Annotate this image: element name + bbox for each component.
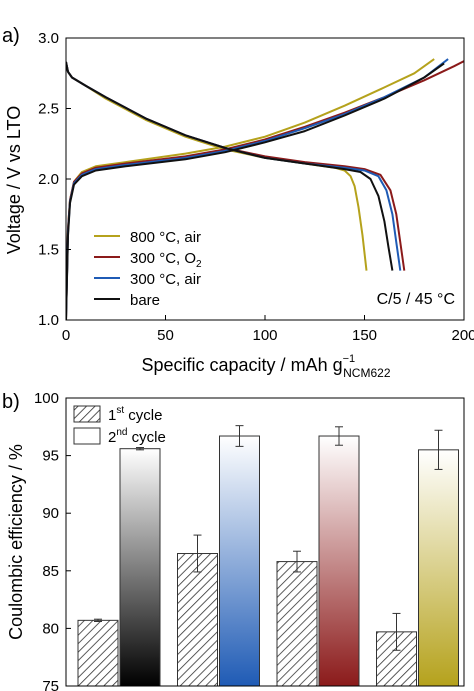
legend-entry-number: 2 (108, 429, 116, 446)
panel-a-x-axis-label: Specific capacity / mAh g−1 NCM622 (142, 353, 391, 380)
panel-a-frame (65, 37, 465, 321)
legend-entry-superscript: nd (116, 427, 127, 438)
legend-entry-label: 300 °C, O2 (130, 250, 202, 270)
legend-entry-name: 300 °C, O (130, 250, 196, 267)
panel-a-y-tick-label: 1.5 (38, 242, 59, 259)
panel-b-y-tick-label: 95 (42, 448, 59, 465)
legend-entry-label: 1st cycle (108, 405, 162, 424)
bar-second-cycle (318, 435, 360, 687)
panel-b-y-tick-label: 100 (34, 390, 59, 407)
bar-second-cycle (219, 435, 260, 687)
legend-entry-name: 800 °C, air (130, 229, 201, 246)
legend-entry-name: bare (130, 292, 160, 309)
bar-second-cycle (119, 448, 161, 687)
bar-first-cycle (77, 619, 119, 687)
panel-a-y-tick-label: 2.5 (38, 101, 59, 118)
bar-first-cycle (276, 561, 318, 687)
panel-b-y-axis-label: Coulombic efficiency / % (6, 444, 26, 640)
series-line-charge (66, 62, 445, 320)
panel-b-y-tick-label: 80 (42, 620, 59, 637)
legend-swatch (73, 405, 101, 423)
legend-entry-subscript: 2 (196, 259, 202, 270)
legend-entry-superscript: st (116, 405, 124, 416)
panel-b-frame (65, 397, 465, 687)
panel-a-annotation: C/5 / 45 °C (377, 291, 455, 308)
legend-entry-text: cycle (127, 429, 165, 446)
panel-a-x-tick-label: 150 (352, 327, 377, 344)
panel-b-y-tick-label: 75 (42, 678, 59, 691)
x-axis-label-sub: NCM622 (343, 366, 391, 380)
panel-a-x-tick-label: 0 (62, 327, 70, 344)
legend-entry-number: 1 (108, 407, 116, 424)
legend-entry-label: bare (130, 292, 160, 309)
x-axis-label-main: Specific capacity / mAh g (142, 355, 343, 375)
panel-a-y-tick-label: 3.0 (38, 30, 59, 47)
panel-a-y-tick-label: 2.0 (38, 171, 59, 188)
panel-b-y-tick-label: 90 (42, 505, 59, 522)
legend-entry-label: 300 °C, air (130, 271, 201, 288)
legend-entry-label: 2nd cycle (108, 427, 166, 446)
series-line-charge (66, 60, 464, 320)
x-axis-label-sup: −1 (343, 353, 356, 365)
series-line-discharge (66, 61, 394, 271)
panel-a-y-tick-label: 1.0 (38, 312, 59, 329)
bar-first-cycle (177, 553, 218, 687)
panel-a-x-tick-label: 50 (157, 327, 174, 344)
panel-a-y-axis-label: Voltage / V vs LTO (4, 106, 24, 254)
bar-second-cycle (418, 449, 459, 687)
panel-a-x-tick-label: 200 (451, 327, 474, 344)
panel-a-label: a) (2, 25, 20, 47)
panel-b-y-tick-label: 85 (42, 563, 59, 580)
legend-swatch (73, 427, 101, 445)
legend-entry-text: cycle (124, 407, 162, 424)
panel-a-x-tick-label: 100 (252, 327, 277, 344)
legend-entry-name: 300 °C, air (130, 271, 201, 288)
series-line-charge (66, 58, 435, 320)
panel-b-label: b) (2, 391, 20, 413)
legend-entry-label: 800 °C, air (130, 229, 201, 246)
